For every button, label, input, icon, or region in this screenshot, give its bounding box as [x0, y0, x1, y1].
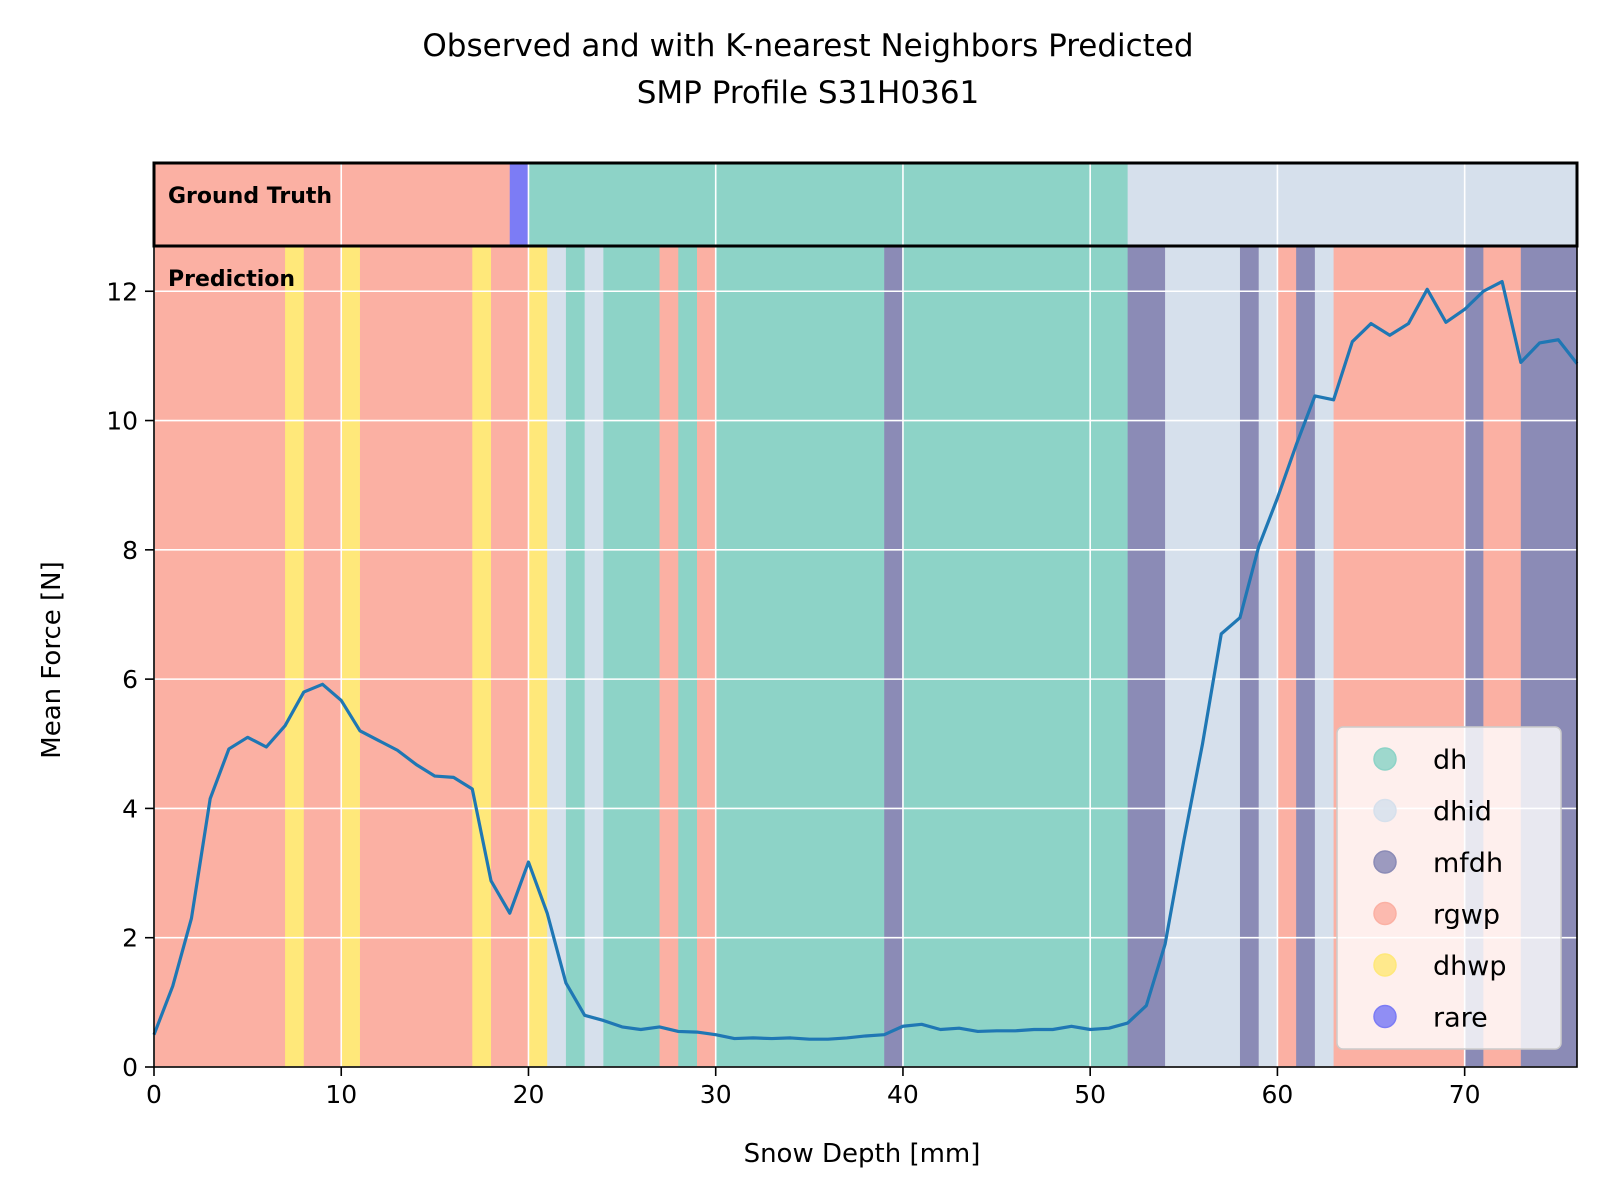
ground-truth-label: Ground Truth [168, 184, 332, 209]
legend-label-dhwp: dhwp [1433, 951, 1506, 982]
legend: dh dhid mfdh rgwp dhwp rare [1336, 726, 1562, 1050]
x-axis-label: Snow Depth [mm] [744, 1139, 981, 1169]
y-tick-label: 12 [106, 277, 138, 306]
y-tick-label: 10 [106, 407, 138, 436]
prediction-segment-dhwp [472, 246, 492, 1067]
prediction-segment-dh [715, 246, 885, 1067]
prediction-segment-dhid [1165, 246, 1241, 1067]
chart-title: Observed and with K-nearest Neighbors Pr… [422, 28, 1193, 64]
prediction-segment-dhid [584, 246, 604, 1067]
panel-frames [152, 161, 1579, 1068]
legend-label-rare: rare [1433, 1003, 1488, 1034]
x-tick-label: 50 [1074, 1080, 1106, 1109]
prediction-segment-dh [902, 246, 1129, 1067]
legend-label-dhid: dhid [1433, 797, 1492, 828]
y-tick-label: 8 [122, 536, 138, 565]
legend-marker-dhid [1373, 798, 1397, 823]
prediction-segment-dhid [1258, 246, 1278, 1067]
x-tick-label: 40 [887, 1080, 919, 1109]
x-tick-label: 60 [1262, 1080, 1294, 1109]
x-tick-label: 10 [325, 1080, 357, 1109]
prediction-segment-rgwp [1277, 246, 1297, 1067]
prediction-segment-dh [603, 246, 661, 1067]
x-tick-label: 0 [146, 1080, 162, 1109]
ground-truth-segment-rgwp [154, 163, 511, 246]
legend-marker-rare [1373, 1004, 1397, 1029]
prediction-segment-mfdh [884, 246, 904, 1067]
prediction-segment-mfdh [1239, 246, 1260, 1067]
prediction-segment-dhwp [341, 246, 361, 1067]
prediction-segment-dhwp [528, 246, 548, 1067]
ground-truth-segment-rare [509, 163, 529, 246]
legend-label-mfdh: mfdh [1433, 848, 1503, 879]
y-axis: 0 2 4 6 8 10 12 [106, 277, 154, 1082]
x-tick-label: 30 [700, 1080, 732, 1109]
y-tick-label: 4 [122, 794, 138, 823]
prediction-segment-rgwp [154, 246, 286, 1067]
prediction-label: Prediction [168, 267, 295, 292]
prediction-segment-dh [678, 246, 698, 1067]
prediction-segment-dhid [547, 246, 567, 1067]
prediction-segment-dhwp [285, 246, 305, 1067]
legend-marker-dhwp [1373, 953, 1397, 977]
y-tick-label: 0 [122, 1053, 138, 1082]
prediction-panel [154, 246, 1578, 1067]
force-line [152, 279, 1579, 1041]
legend-marker-dh [1373, 747, 1397, 771]
prediction-segment-rgwp [359, 246, 473, 1067]
y-tick-label: 2 [122, 924, 138, 953]
legend-label-dh: dh [1433, 745, 1467, 776]
x-axis: 0 10 20 30 40 50 60 70 [146, 1067, 1481, 1109]
prediction-segment-dhid [1314, 246, 1335, 1067]
ground-truth-panel [154, 163, 1578, 246]
ground-truth-segment-dh [528, 163, 1129, 246]
prediction-segment-mfdh [1296, 246, 1316, 1067]
prediction-segment-dh [565, 246, 586, 1067]
prediction-frame [153, 245, 1578, 1068]
legend-label-rgwp: rgwp [1433, 900, 1500, 931]
x-tick-label: 20 [513, 1080, 545, 1109]
ground-truth-segment-dhid [1127, 163, 1578, 246]
x-tick-label: 70 [1449, 1080, 1481, 1109]
legend-marker-rgwp [1373, 901, 1397, 926]
legend-marker-mfdh [1373, 850, 1397, 874]
prediction-segment-rgwp [696, 246, 717, 1067]
force-series [152, 279, 1579, 1041]
prediction-segment-rgwp [491, 246, 529, 1067]
prediction-segment-mfdh [1127, 246, 1166, 1067]
chart-subtitle: SMP Profile S31H0361 [637, 75, 980, 111]
y-axis-label: Mean Force [N] [37, 561, 67, 758]
prediction-segment-rgwp [303, 246, 342, 1067]
y-tick-label: 6 [122, 665, 138, 694]
prediction-segment-rgwp [659, 246, 679, 1067]
